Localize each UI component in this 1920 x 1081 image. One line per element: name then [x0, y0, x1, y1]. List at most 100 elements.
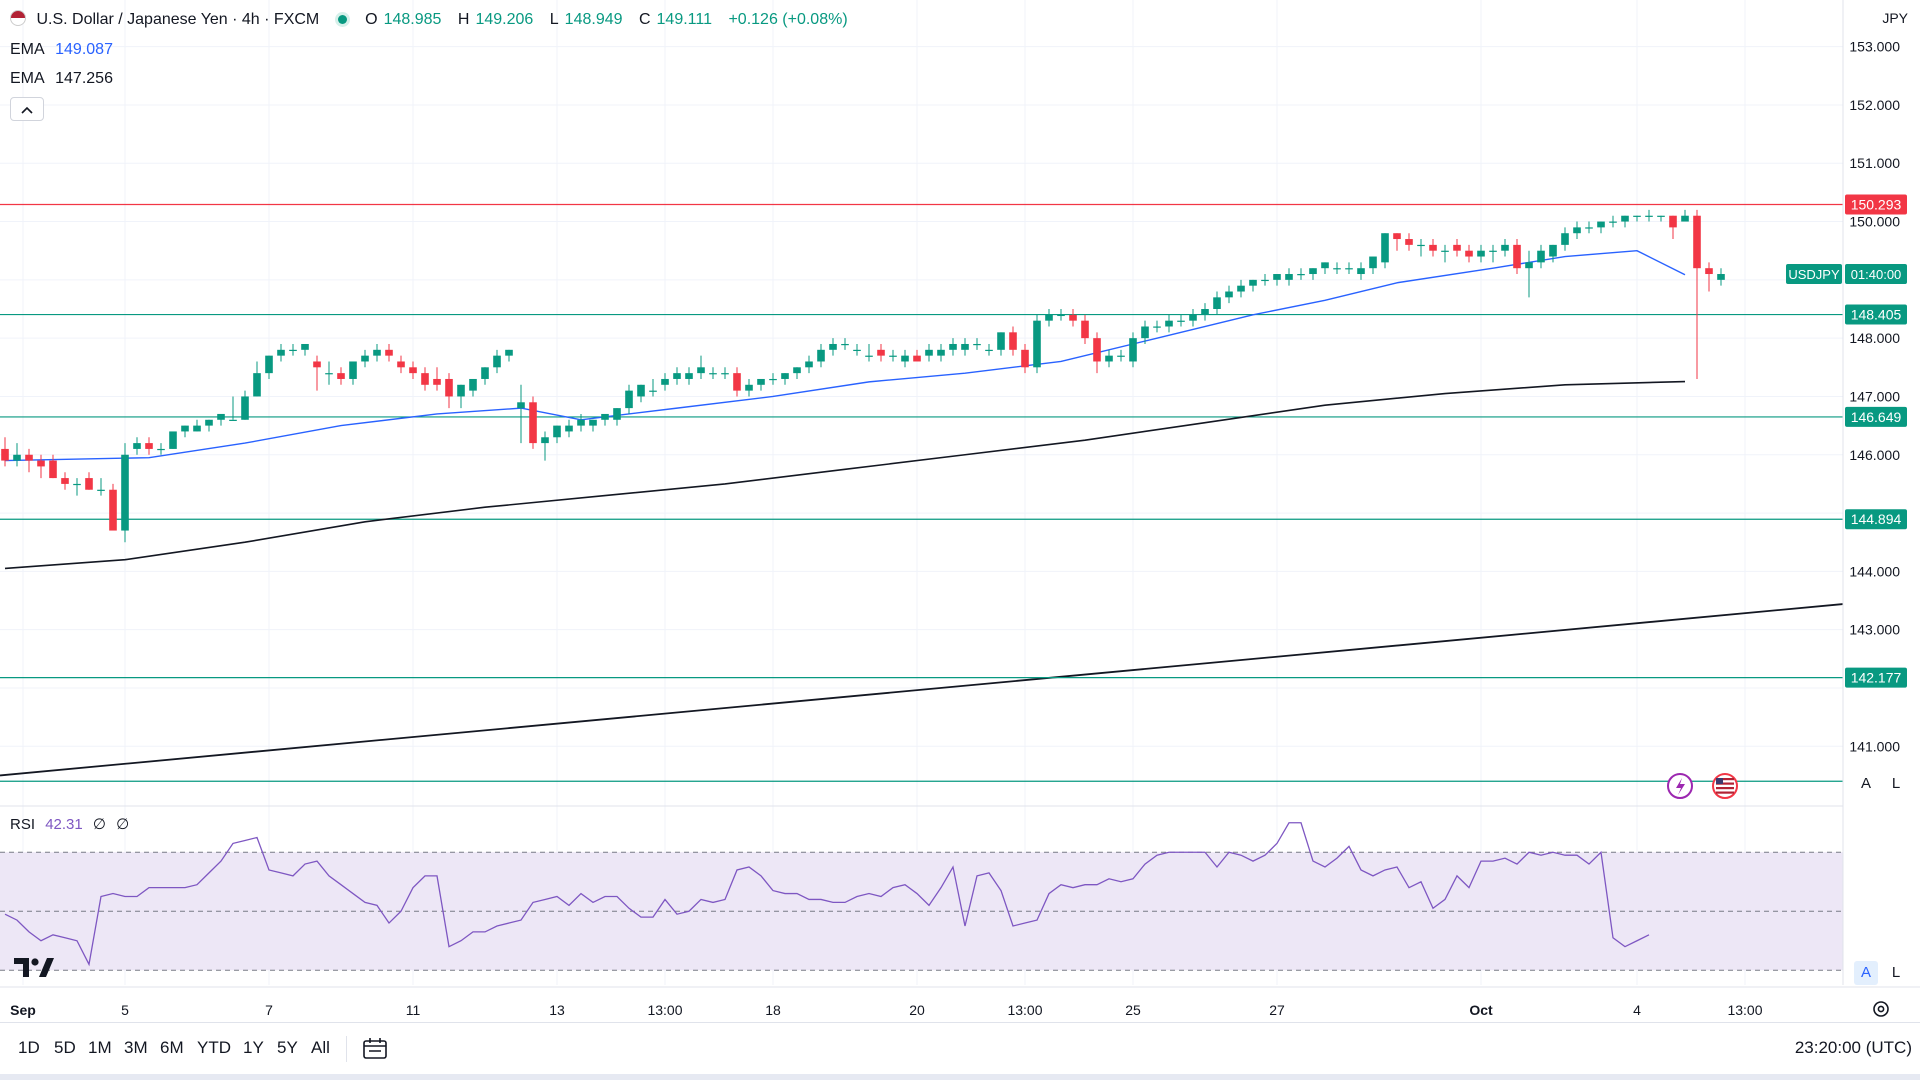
candle[interactable] — [1537, 244, 1545, 269]
chart-canvas[interactable]: 80.0060.0040.00 153.000 152.000 151.000 150… — [0, 0, 1920, 1022]
rsi-legend[interactable]: RSI 42.31 ∅ ∅ — [10, 815, 129, 833]
rsi-auto-scale-button[interactable]: A — [1854, 961, 1878, 985]
candle[interactable] — [133, 437, 141, 455]
candle[interactable] — [457, 384, 465, 409]
candle[interactable] — [1549, 244, 1557, 263]
candle[interactable] — [337, 367, 345, 385]
candle[interactable] — [745, 378, 753, 397]
candle[interactable] — [1057, 309, 1065, 321]
candle[interactable] — [793, 367, 801, 379]
candle[interactable] — [961, 338, 969, 356]
candlesticks[interactable] — [1, 209, 1725, 543]
candle[interactable] — [1129, 332, 1137, 368]
candle[interactable] — [553, 425, 561, 444]
candle[interactable] — [1093, 332, 1101, 374]
candle[interactable] — [241, 390, 249, 420]
candle[interactable] — [469, 378, 477, 397]
range-button-6m[interactable]: 6M — [160, 1038, 184, 1057]
candle[interactable] — [805, 355, 813, 374]
candle[interactable] — [493, 349, 501, 374]
candle[interactable] — [1369, 256, 1377, 275]
candle[interactable] — [577, 413, 585, 432]
candle[interactable] — [1621, 215, 1629, 228]
candle[interactable] — [349, 361, 357, 385]
candle[interactable] — [709, 367, 717, 379]
candle[interactable] — [1273, 274, 1281, 286]
candle[interactable] — [1357, 262, 1365, 280]
log-scale-button[interactable]: L — [1891, 775, 1901, 792]
candle[interactable] — [1309, 268, 1317, 280]
utc-clock[interactable]: 23:20:00 (UTC) — [1794, 1038, 1912, 1057]
collapse-legend-button[interactable] — [10, 97, 44, 121]
price-axis[interactable]: 153.000 152.000 151.000 150.000 148.000 147.0… — [1786, 0, 1920, 1022]
rsi-pane[interactable]: 80.0060.0040.00 — [0, 805, 1920, 971]
range-button-3m[interactable]: 3M — [124, 1038, 148, 1057]
candle[interactable] — [613, 408, 621, 426]
range-button-5y[interactable]: 5Y — [277, 1038, 298, 1057]
candle[interactable] — [433, 367, 441, 391]
candle[interactable] — [421, 367, 429, 391]
candle[interactable] — [1501, 239, 1509, 257]
candle[interactable] — [205, 419, 213, 432]
price-level-tag[interactable] — [1845, 509, 1907, 530]
candle[interactable] — [1213, 291, 1221, 315]
candle[interactable] — [1657, 215, 1665, 222]
candle[interactable] — [1489, 244, 1497, 263]
candle[interactable] — [841, 338, 849, 350]
candle[interactable] — [289, 343, 297, 356]
candle[interactable] — [1105, 349, 1113, 368]
candle[interactable] — [541, 431, 549, 461]
candle[interactable] — [973, 338, 981, 350]
lightning-icon[interactable] — [1667, 773, 1693, 799]
candle[interactable] — [1645, 209, 1653, 222]
candle[interactable] — [265, 355, 273, 379]
candle[interactable] — [697, 355, 705, 379]
candle[interactable] — [97, 478, 105, 496]
candle[interactable] — [685, 367, 693, 385]
candle[interactable] — [733, 367, 741, 397]
candle[interactable] — [913, 349, 921, 362]
candle[interactable] — [85, 472, 93, 490]
range-button-1d[interactable]: 1D — [18, 1038, 40, 1057]
price-level-tag[interactable] — [1845, 304, 1907, 325]
candle[interactable] — [1333, 262, 1341, 275]
legend-ema-2[interactable]: EMA 147.256 — [10, 70, 119, 88]
candle[interactable] — [1081, 314, 1089, 344]
auto-scale-button[interactable]: A — [1860, 775, 1871, 792]
candle[interactable] — [169, 431, 177, 449]
range-button-all[interactable]: All — [311, 1038, 330, 1057]
candle[interactable] — [505, 349, 513, 362]
candle[interactable] — [865, 343, 873, 362]
range-button-5d[interactable]: 5D — [54, 1038, 76, 1057]
candle[interactable] — [121, 443, 129, 543]
candle[interactable] — [25, 448, 33, 473]
candle[interactable] — [1, 437, 9, 467]
candle[interactable] — [193, 419, 201, 432]
range-button-1m[interactable]: 1M — [88, 1038, 112, 1057]
candle[interactable] — [313, 355, 321, 391]
candle[interactable] — [445, 373, 453, 409]
candle[interactable] — [1165, 314, 1173, 333]
candle[interactable] — [1693, 209, 1701, 379]
candle[interactable] — [925, 343, 933, 362]
compare-range-button[interactable] — [362, 1036, 388, 1065]
candle[interactable] — [1261, 274, 1269, 286]
price-level-tag[interactable] — [1845, 406, 1907, 427]
candle[interactable] — [361, 349, 369, 368]
legend-ema-1[interactable]: EMA 149.087 — [10, 41, 119, 59]
symbol-tag[interactable] — [1786, 264, 1842, 285]
candle[interactable] — [1417, 239, 1425, 257]
candle[interactable] — [1513, 239, 1521, 275]
candle[interactable] — [385, 343, 393, 362]
time-axis[interactable]: Sep 5 7 11 13 13:00 18 20 13:00 25 27 Oct 4 13:00 — [0, 986, 1920, 1018]
candle[interactable] — [1117, 349, 1125, 362]
candle[interactable] — [37, 454, 45, 479]
symbol-title[interactable]: U.S. Dollar / Japanese Yen · 4h · FXCM — [36, 11, 320, 28]
candle[interactable] — [1189, 309, 1197, 327]
candle[interactable] — [397, 355, 405, 374]
candle[interactable] — [73, 478, 81, 496]
candle[interactable] — [985, 343, 993, 356]
candle[interactable] — [1285, 268, 1293, 286]
candle[interactable] — [13, 443, 21, 467]
candle[interactable] — [529, 396, 537, 449]
